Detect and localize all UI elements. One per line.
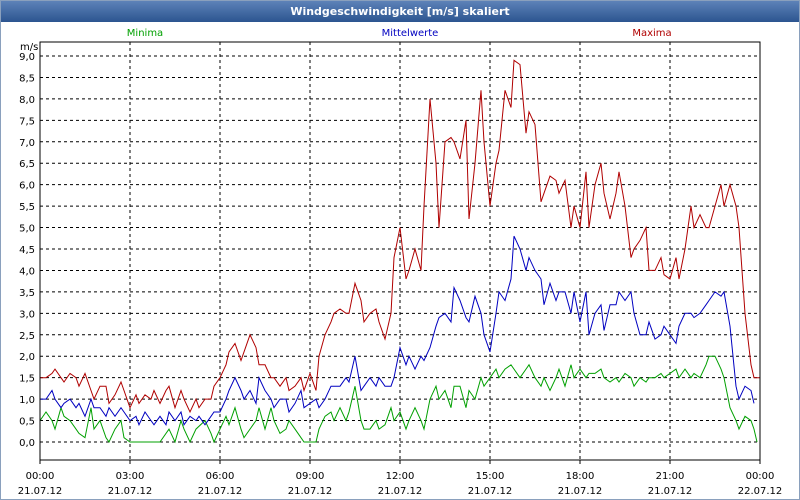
legend: Minima Mittelwerte Maxima — [127, 28, 672, 39]
x-tick-time: 18:00 — [566, 471, 595, 482]
y-tick-label: 4,0 — [19, 266, 35, 277]
y-tick-label: 2,0 — [19, 352, 35, 363]
x-tick-time: 12:00 — [386, 471, 415, 482]
x-tick-date: 21.07.12 — [108, 486, 153, 497]
x-tick-time: 00:00 — [746, 471, 775, 482]
series-line-minima — [39, 355, 758, 444]
y-tick-label: 7,5 — [19, 116, 35, 127]
y-tick-label: 0,0 — [19, 438, 35, 449]
y-tick-label: 7,0 — [19, 138, 35, 149]
x-tick-time: 00:00 — [26, 471, 55, 482]
y-tick-label: 0,5 — [19, 417, 35, 428]
y-tick-label: 6,5 — [19, 159, 35, 170]
legend-mittelwerte: Mittelwerte — [382, 28, 439, 39]
legend-minima: Minima — [127, 28, 163, 39]
y-tick-label: 2,5 — [19, 331, 35, 342]
series-line-maxima — [40, 59, 760, 414]
x-tick-date: 21.07.12 — [378, 486, 423, 497]
series-line-mittelwerte — [40, 235, 755, 427]
y-axis-label: m/s — [20, 42, 38, 53]
x-tick-date: 21.07.12 — [468, 486, 513, 497]
x-axis-ticks: 00:00 21.07.12 03:00 21.07.12 06:00 21.07.12 0… — [18, 460, 783, 497]
y-tick-label: 4,5 — [19, 245, 35, 256]
y-axis-ticks: 0,0 0,5 1,0 1,5 2,0 2,5 3,0 3,5 4,0 4,5 5,0 5,5 6,0 6… — [19, 42, 38, 449]
x-tick-date: 21.07.12 — [288, 486, 333, 497]
series-lines — [39, 59, 760, 444]
y-tick-label: 1,0 — [19, 395, 35, 406]
y-tick-label: 3,5 — [19, 288, 35, 299]
legend-maxima: Maxima — [632, 28, 671, 39]
y-tick-label: 5,5 — [19, 202, 35, 213]
x-tick-time: 21:00 — [656, 471, 685, 482]
y-tick-label: 6,0 — [19, 181, 35, 192]
y-tick-label: 9,0 — [19, 52, 35, 63]
axes — [39, 41, 761, 461]
x-tick-date: 21.07.12 — [648, 486, 693, 497]
y-tick-label: 5,0 — [19, 224, 35, 235]
x-tick-time: 06:00 — [206, 471, 235, 482]
x-tick-date: 21.07.12 — [558, 486, 603, 497]
x-tick-date: 22.07.12 — [738, 486, 783, 497]
y-tick-label: 3,0 — [19, 309, 35, 320]
x-tick-date: 21.07.12 — [198, 486, 243, 497]
y-tick-label: 8,5 — [19, 73, 35, 84]
y-tick-label: 8,0 — [19, 95, 35, 106]
x-tick-time: 03:00 — [116, 471, 145, 482]
x-tick-time: 09:00 — [296, 471, 325, 482]
x-tick-time: 15:00 — [476, 471, 505, 482]
chart-title: Windgeschwindigkeit [m/s] skaliert — [1, 1, 799, 22]
y-tick-label: 1,5 — [19, 374, 35, 385]
x-tick-date: 21.07.12 — [18, 486, 63, 497]
plot-frame — [39, 41, 761, 461]
